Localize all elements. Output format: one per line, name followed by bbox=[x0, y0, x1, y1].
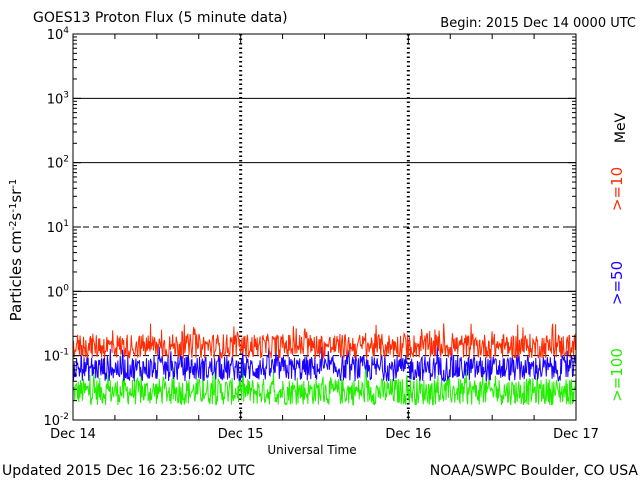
footer: Updated 2015 Dec 16 23:56:02 UTC NOAA/SW… bbox=[2, 463, 638, 479]
updated-timestamp: Updated 2015 Dec 16 23:56:02 UTC bbox=[2, 463, 255, 479]
y-tick-label: 104 bbox=[47, 26, 70, 43]
svg-text:Particles cm-2s-1sr-1: Particles cm-2s-1sr-1 bbox=[7, 179, 25, 322]
credit-label: NOAA/SWPC Boulder, CO USA bbox=[430, 463, 639, 479]
chart-title: GOES13 Proton Flux (5 minute data) bbox=[33, 10, 288, 26]
series-line-100 bbox=[72, 364, 577, 407]
legend-entry-10: >=10 bbox=[608, 167, 626, 211]
y-tick-label: 101 bbox=[47, 219, 69, 236]
x-tick-label: Dec 15 bbox=[218, 427, 264, 442]
x-tick-label: Dec 14 bbox=[50, 427, 96, 442]
y-axis-label: Particles cm-2s-1sr-1 bbox=[7, 179, 25, 322]
data-series bbox=[72, 323, 577, 407]
y-tick-label: 10-2 bbox=[43, 412, 69, 429]
y-tick-label: 100 bbox=[47, 283, 70, 300]
x-tick-label: Dec 16 bbox=[385, 427, 431, 442]
header: GOES13 Proton Flux (5 minute data) Begin… bbox=[33, 10, 636, 31]
x-tick-label: Dec 17 bbox=[553, 427, 599, 442]
axes: 10-2 10-1 100 101 102 103 104 Dec 14 Dec 15 Dec 1… bbox=[43, 26, 598, 442]
series-line-10 bbox=[72, 323, 577, 360]
legend-unit: MeV bbox=[613, 112, 629, 143]
x-axis-label: Universal Time bbox=[267, 443, 356, 457]
y-tick-label: 10-1 bbox=[43, 348, 69, 365]
series-line-50 bbox=[72, 346, 577, 383]
y-tick-label: 103 bbox=[47, 90, 69, 107]
legend-entry-50: >=50 bbox=[608, 261, 626, 305]
legend: MeV >=10 >=50 >=100 bbox=[608, 112, 629, 401]
y-tick-label: 102 bbox=[47, 155, 69, 172]
begin-time-label: Begin: 2015 Dec 14 0000 UTC bbox=[440, 16, 636, 31]
legend-entry-100: >=100 bbox=[608, 348, 626, 402]
